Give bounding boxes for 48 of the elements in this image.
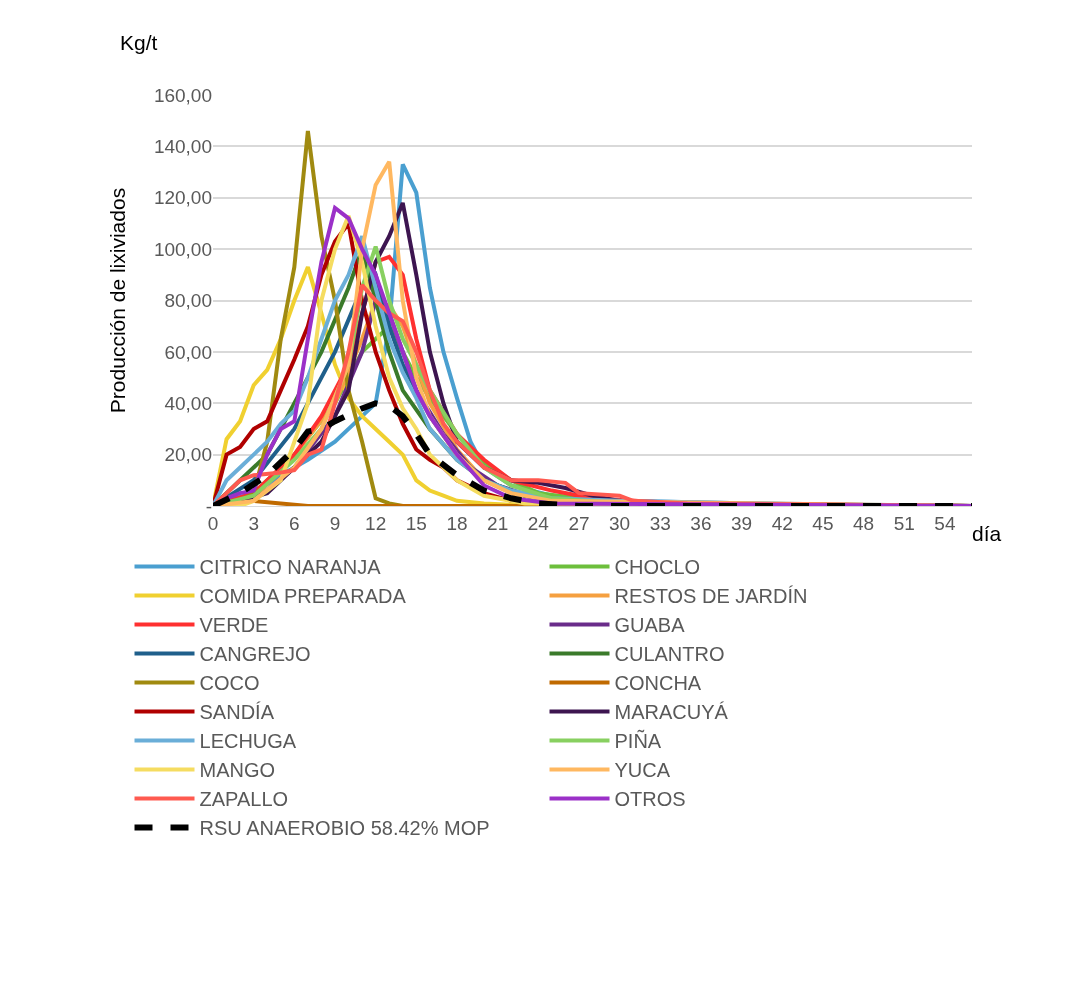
y-tick-label: 100,00	[153, 238, 212, 260]
legend-label: YUCA	[614, 759, 671, 782]
legend-label: CHOCLO	[614, 556, 701, 579]
y-tick-label: 60,00	[164, 341, 212, 363]
x-tick-label: 24	[527, 512, 550, 534]
x-tick-label: 42	[771, 512, 793, 534]
x-tick-label: 3	[248, 512, 259, 534]
legend-label: MANGO	[199, 759, 276, 782]
x-tick-label: 9	[329, 512, 341, 534]
legend-label: RSU ANAEROBIO 58.42% MOP	[199, 817, 490, 840]
legend-label: VERDE	[199, 614, 269, 637]
x-tick-label: 54	[934, 512, 956, 534]
legend-label: CANGREJO	[199, 643, 311, 666]
legend-label: CONCHA	[614, 672, 702, 695]
x-tick-label: 18	[446, 512, 468, 534]
x-tick-label: 12	[365, 512, 387, 534]
legend-label: LECHUGA	[199, 730, 297, 753]
chart-title: Kg/t	[120, 30, 158, 54]
legend-label: COCO	[199, 672, 260, 695]
legend-label: MARACUYÁ	[614, 701, 729, 724]
legend-label: CULANTRO	[614, 643, 725, 666]
y-tick-label: 120,00	[153, 187, 212, 209]
y-tick-label: 80,00	[164, 290, 212, 312]
legend-label: CITRICO NARANJA	[199, 556, 382, 579]
x-tick-label: 48	[853, 512, 875, 534]
y-tick-label: 20,00	[164, 444, 212, 466]
legend-label: OTROS	[614, 788, 686, 811]
y-axis-title: Producción de lixiviados	[106, 187, 130, 414]
legend-label: ZAPALLO	[199, 788, 289, 811]
x-tick-label: 21	[487, 512, 509, 534]
y-tick-label: 140,00	[153, 136, 212, 158]
x-tick-label: 6	[289, 512, 300, 534]
x-tick-label: 30	[609, 512, 631, 534]
x-tick-label: 27	[568, 512, 590, 534]
x-tick-label: 51	[893, 512, 915, 534]
legend-label: COMIDA PREPARADA	[199, 585, 407, 608]
legend-label: PIÑA	[614, 729, 662, 753]
legend-label: GUABA	[614, 614, 686, 637]
x-tick-label: 45	[812, 512, 834, 534]
x-tick-label: 39	[731, 512, 753, 534]
x-axis-title: día	[972, 522, 1002, 545]
y-tick-label: 40,00	[164, 392, 212, 414]
x-tick-label: 15	[405, 512, 427, 534]
x-tick-label: 36	[690, 512, 712, 534]
legend-label: RESTOS DE JARDÍN	[614, 585, 808, 608]
y-tick-label: 160,00	[153, 84, 212, 106]
legend-label: SANDÍA	[199, 701, 275, 724]
x-tick-label: 33	[649, 512, 671, 534]
